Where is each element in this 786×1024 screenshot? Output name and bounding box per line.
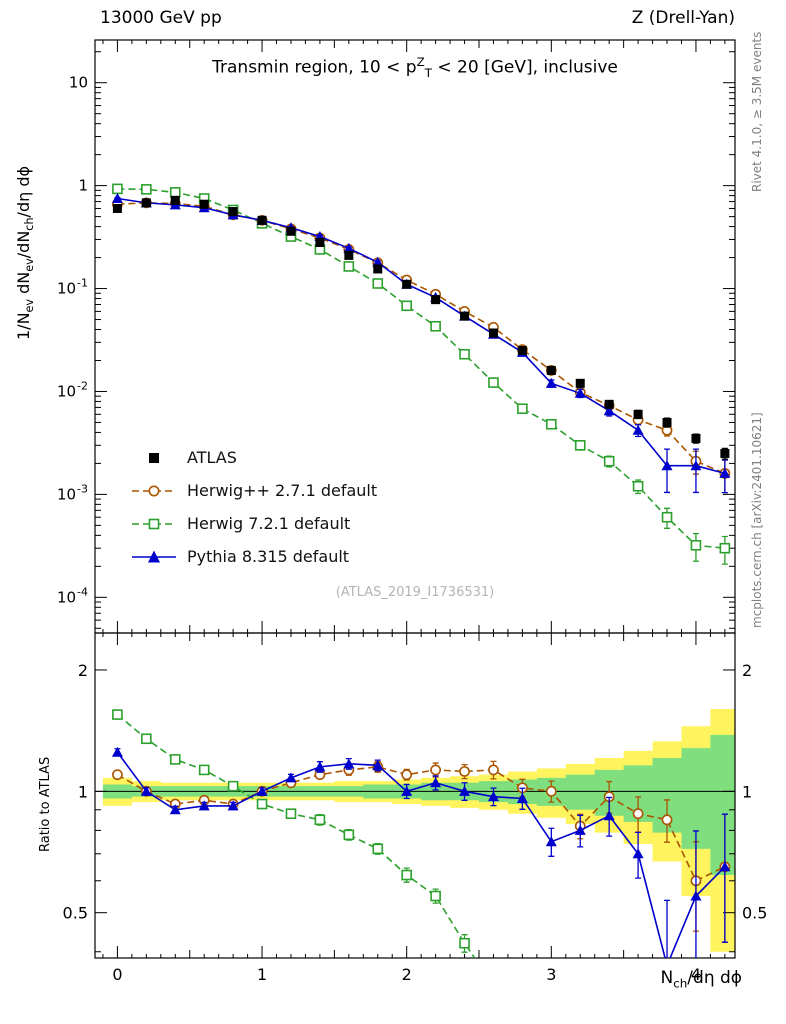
legend-marker-icon <box>132 518 176 529</box>
legend-marker-icon <box>132 550 176 562</box>
legend-item: Herwig++ 2.7.1 default <box>130 474 377 507</box>
legend-marker-icon <box>149 452 159 463</box>
panel-title: Transmin region, 10 < pZT < 20 [GeV], in… <box>212 55 618 81</box>
x-axis-label: Nch/dη dϕ <box>660 968 743 991</box>
legend-label: Pythia 8.315 default <box>187 547 350 566</box>
legend-label: Herwig++ 2.7.1 default <box>187 481 378 500</box>
y-axis-label-ratio: Ratio to ATLAS <box>38 756 53 852</box>
legend: ATLAS Herwig++ 2.7.1 default Herwig 7.2.1 … <box>130 441 377 573</box>
analysis-id-watermark: (ATLAS_2019_I1736531) <box>335 585 495 600</box>
rivet-version-note: Rivet 4.1.0, ≥ 3.5M events <box>750 31 764 192</box>
header-process: Z (Drell-Yan) <box>631 8 735 28</box>
legend-label: ATLAS <box>187 448 237 467</box>
header-beam-energy: 13000 GeV pp <box>100 8 222 28</box>
legend-item: ATLAS <box>130 441 377 474</box>
legend-item: Pythia 8.315 default <box>130 540 377 573</box>
y-axis-label-top: 1/Nev dNev/dNch/dη dϕ <box>14 165 37 340</box>
legend-label: Herwig 7.2.1 default <box>187 514 351 533</box>
legend-item: Herwig 7.2.1 default <box>130 507 377 540</box>
mcplots-arxiv-note: mcplots.cern.ch [arXiv:2401.10621] <box>750 412 764 628</box>
legend-marker-icon <box>132 485 176 496</box>
